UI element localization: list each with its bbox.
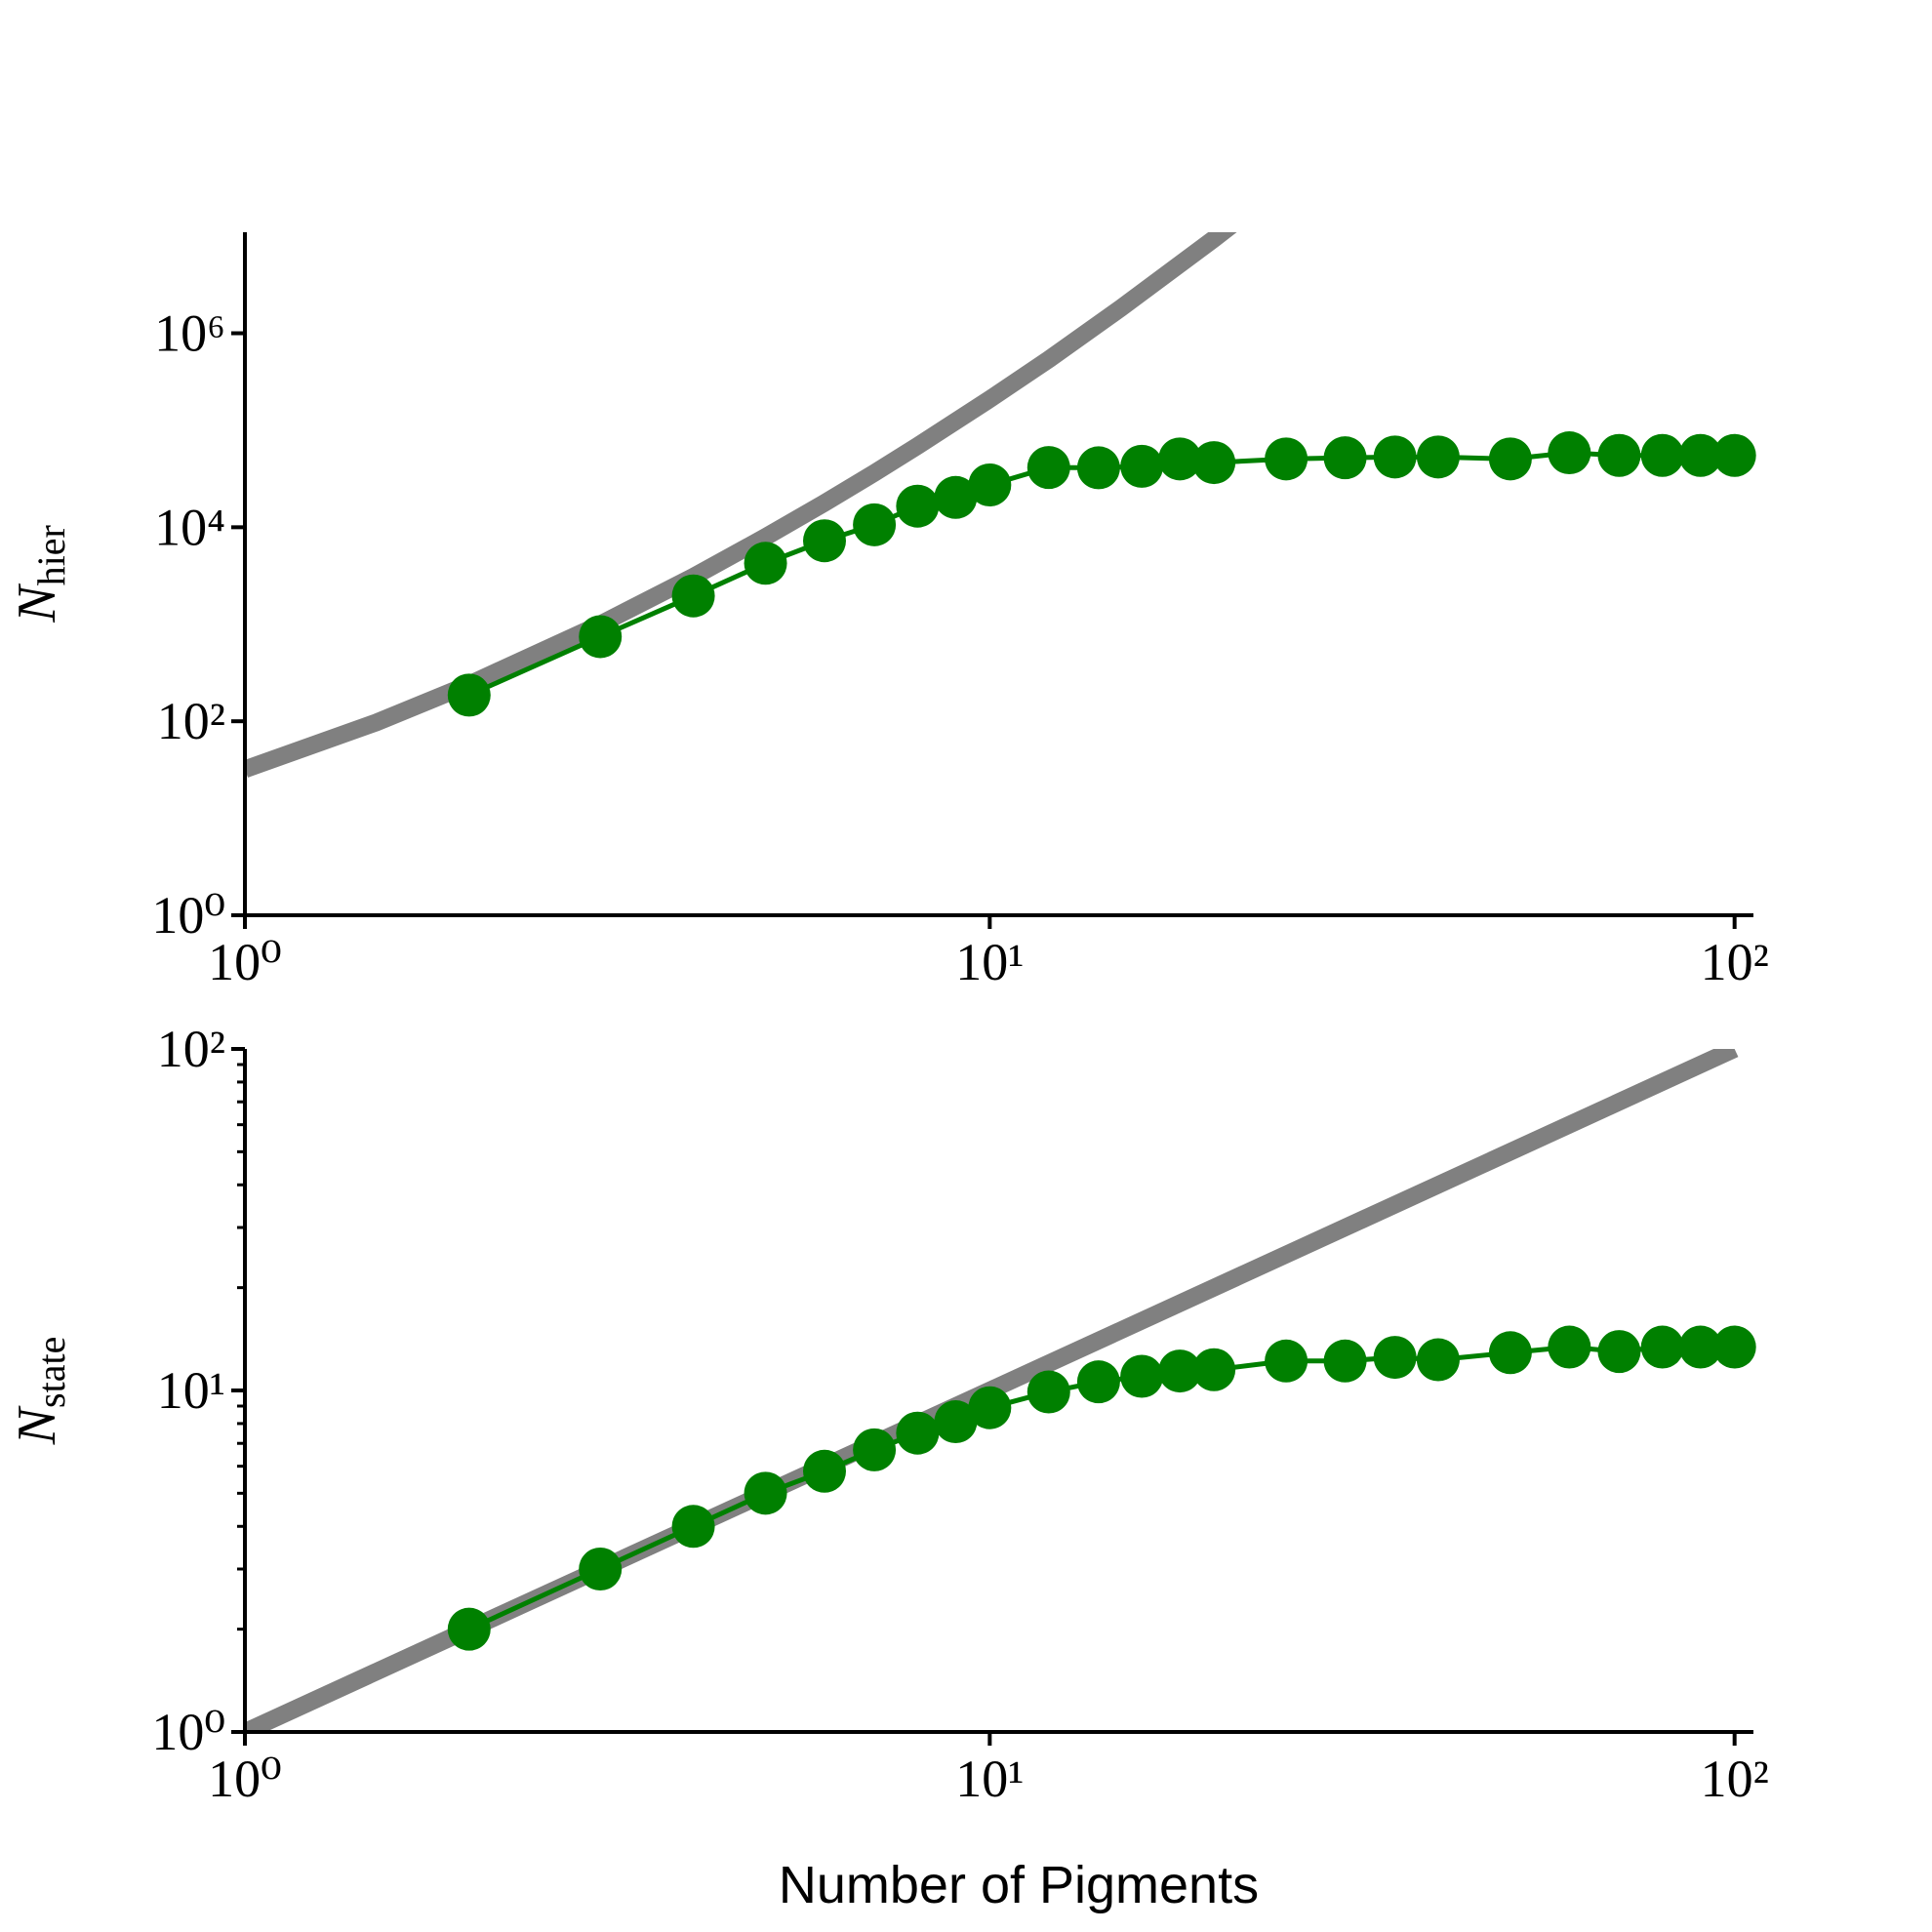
data-point [1192,1348,1236,1391]
plot-area [245,232,1756,778]
x-tick-label: 10⁰ [208,1750,282,1808]
data-point [1548,431,1591,475]
data-point [1712,1325,1756,1369]
y-tick-label: 10⁰ [151,1703,225,1761]
plot-area [245,1049,1756,1732]
data-point [579,1548,623,1591]
reference-line [245,232,1237,778]
data-point [1678,1325,1722,1369]
data-point [1265,437,1308,481]
data-point [1323,436,1367,480]
data-point [802,519,846,563]
data-point [1120,444,1164,488]
data-point [968,463,1012,506]
y-tick-label: 10¹ [157,1361,225,1420]
data-point [1076,1360,1120,1404]
data-point [1597,1330,1641,1374]
data-point [1678,433,1722,477]
data-point [934,475,978,519]
x-tick-label: 10² [1701,1750,1769,1808]
data-point [1120,1354,1164,1398]
data-point [1158,437,1202,481]
x-axis-label: Number of Pigments [779,1856,1259,1914]
data-point [1488,437,1532,481]
data-point [1712,433,1756,477]
y-tick-label: 10⁶ [154,304,225,363]
data-point [896,1411,940,1455]
panel: 10⁰ 10² 10⁴ 10⁶ 10⁰ 10¹ 10² Nhier [7,232,1769,991]
y-tick-label: 10⁴ [154,498,225,556]
y-tick-label: 10⁰ [151,886,225,945]
data-point [447,673,491,717]
data-point [1323,1339,1367,1383]
data-point [853,503,897,546]
data-point [1026,446,1070,490]
x-tick-label: 10¹ [955,933,1024,991]
data-point [1192,441,1236,485]
data-point [1265,1339,1308,1383]
x-tick-label: 10² [1701,933,1769,991]
data-point [744,542,787,585]
y-axis-label: Nhier [7,525,73,624]
y-axis-label-sub: hier [29,525,73,585]
data-point [1158,1349,1202,1393]
y-tick-label: 10² [157,692,225,750]
data-point [1373,1336,1417,1380]
y-tick-label: 10² [157,1020,225,1078]
y-axis-label-sub: state [29,1337,73,1408]
data-point [447,1607,491,1651]
data-point [1416,1338,1460,1382]
data-point [896,484,940,528]
y-axis-label: Nstate [7,1337,73,1446]
x-tick-label: 10⁰ [208,933,282,991]
y-axis-label-main: N [7,584,67,624]
data-point [1416,435,1460,479]
data-point [671,574,715,618]
data-point [1640,433,1684,477]
data-point [934,1400,978,1444]
data-point [802,1449,846,1493]
y-axis-label-main: N [7,1405,67,1445]
x-tick-label: 10¹ [955,1750,1024,1808]
data-point [671,1505,715,1549]
panel: 10⁰ 10¹ 10² 10⁰ 10¹ 10² Nstate Number of Pigmen… [7,1020,1769,1914]
data-point [1597,433,1641,477]
data-line [467,450,1735,698]
data-point [579,615,623,659]
data-point [1548,1325,1591,1369]
data-point [1640,1325,1684,1369]
data-point [968,1386,1012,1429]
data-point [1488,1331,1532,1375]
data-point [1076,446,1120,490]
data-point [853,1428,897,1471]
data-point [744,1471,787,1515]
data-point [1373,435,1417,479]
data-point [1026,1370,1070,1414]
